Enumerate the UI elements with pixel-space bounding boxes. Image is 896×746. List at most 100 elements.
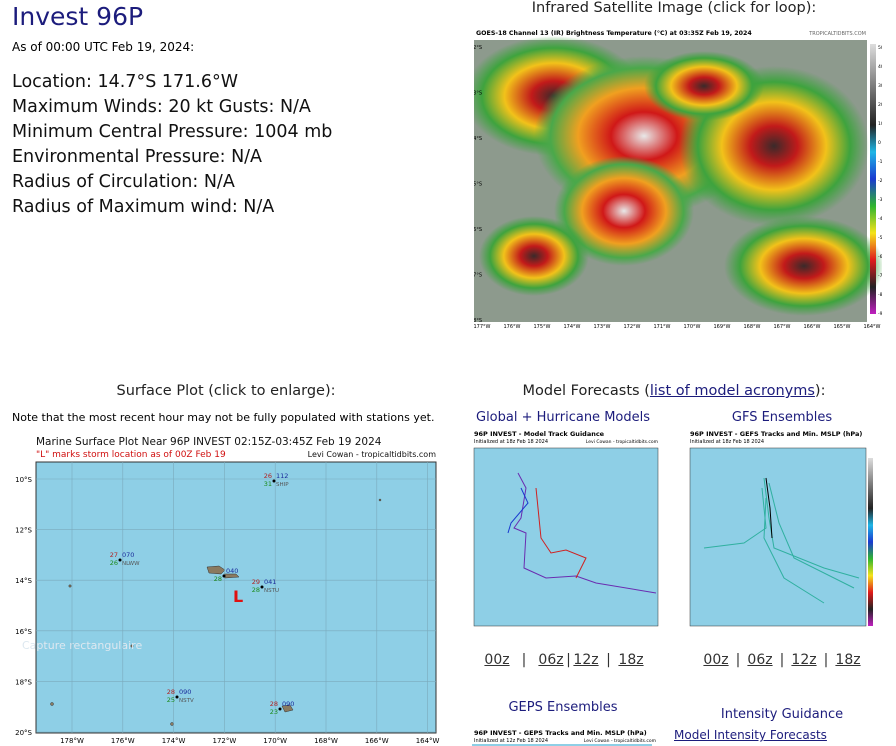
lat-label: 20°S <box>15 729 32 737</box>
surface-plot[interactable]: Marine Surface Plot Near 96P INVEST 02:1… <box>12 434 442 746</box>
geps-thumbnail[interactable]: 96P INVEST - GEPS Tracks and Min. MSLP (… <box>472 727 658 746</box>
satellite-lon-label: 167°W <box>774 324 791 330</box>
global-image-credit: Levi Cowan - tropicaltidbits.com <box>586 439 658 445</box>
colorbar-label: -80 <box>878 292 882 298</box>
gefs-thumbnail[interactable]: 96P INVEST - GEFS Tracks and Min. MSLP (… <box>684 428 882 636</box>
cycle-link[interactable]: 06z <box>538 652 564 668</box>
lon-label: 174°W <box>162 737 186 745</box>
storm-info-line: Environmental Pressure: N/A <box>12 147 263 167</box>
station-id: NSTV <box>179 698 194 704</box>
station-temp: 28 <box>270 700 278 708</box>
colorbar-label: 0 <box>878 140 881 146</box>
colorbar-label: 50 <box>878 45 882 51</box>
lat-label: 12°S <box>15 527 32 535</box>
satellite-credit: TROPICALTIDBITS.COM <box>808 31 866 37</box>
satellite-lon-label: 177°W <box>474 324 491 330</box>
colorbar-label: -50 <box>878 235 882 241</box>
satellite-image[interactable]: GOES-18 Channel 13 (IR) Brightness Tempe… <box>474 26 882 332</box>
lon-label: 178°W <box>60 737 84 745</box>
satellite-lon-label: 170°W <box>684 324 701 330</box>
satellite-lon-label: 172°W <box>624 324 641 330</box>
storm-info-line: Radius of Circulation: N/A <box>12 172 235 192</box>
colorbar-label: 10 <box>878 121 882 127</box>
satellite-image-title: GOES-18 Channel 13 (IR) Brightness Tempe… <box>476 29 752 37</box>
satellite-lat-label: 15°S <box>474 182 482 188</box>
station-id: NSTU <box>264 588 279 594</box>
colorbar-label: 40 <box>878 64 882 70</box>
intensity-link[interactable]: Model Intensity Forecasts <box>674 728 827 742</box>
station-dewpoint: 28 <box>252 586 260 594</box>
satellite-lat-label: 17°S <box>474 273 482 279</box>
cycle-link[interactable]: 18z <box>618 652 644 668</box>
station-pressure: 070 <box>122 551 134 559</box>
satellite-lat-label: 14°S <box>474 136 482 142</box>
geps-image-credit: Levi Cowan - tropicaltidbits.com <box>584 738 656 744</box>
storm-note: "L" marks storm location as of 00Z Feb 1… <box>36 450 226 460</box>
station-pressure: 112 <box>276 472 288 480</box>
station-dot <box>175 695 179 699</box>
colorbar-label: 20 <box>878 102 882 108</box>
station-dot <box>260 585 264 589</box>
lon-label: 168°W <box>314 737 338 745</box>
station-dewpoint: 23 <box>270 708 278 716</box>
cycle-link[interactable]: 18z <box>835 652 861 668</box>
satellite-lat-label: 13°S <box>474 91 482 97</box>
satellite-lon-label: 176°W <box>504 324 521 330</box>
cycle-link[interactable]: 12z <box>573 652 599 668</box>
lat-label: 18°S <box>15 678 32 686</box>
satellite-lon-label: 169°W <box>714 324 731 330</box>
satellite-lon-label: 165°W <box>834 324 851 330</box>
lon-label: 164°W <box>416 737 440 745</box>
cycle-separator: | <box>521 652 527 668</box>
models-heading-suffix: ): <box>814 383 826 399</box>
gefs-image-subtitle: Initialized at 18z Feb 18 2024 <box>690 439 764 445</box>
lat-label: 14°S <box>15 577 32 585</box>
colorbar-label: -30 <box>878 197 882 203</box>
colorbar-label: -70 <box>878 273 882 279</box>
surface-heading: Surface Plot (click to enlarge): <box>116 383 336 399</box>
station-dot <box>278 707 282 711</box>
cycle-separator: | <box>779 652 785 668</box>
lat-label: 16°S <box>15 628 32 636</box>
acronyms-link[interactable]: list of model acronyms <box>649 383 815 399</box>
station-id: NLWW <box>122 561 140 567</box>
surface-plot-title: Marine Surface Plot Near 96P INVEST 02:1… <box>36 436 382 448</box>
satellite-lon-label: 166°W <box>804 324 821 330</box>
storm-info-line: Minimum Central Pressure: 1004 mb <box>12 122 333 142</box>
station-dewpoint: 25 <box>167 696 175 704</box>
satellite-lon-label: 171°W <box>654 324 671 330</box>
station-temp: 29 <box>252 578 260 586</box>
satellite-lon-label: 173°W <box>594 324 611 330</box>
global-image-subtitle: Initialized at 18z Feb 18 2024 <box>474 439 548 445</box>
storm-marker: L <box>233 587 243 606</box>
station-temp: 26 <box>264 472 272 480</box>
global-thumbnail[interactable]: 96P INVEST - Model Track Guidance Initia… <box>466 428 662 636</box>
station-temp: 27 <box>110 551 118 559</box>
station-dewpoint: 28 <box>214 575 222 583</box>
intensity-title: Intensity Guidance <box>720 707 844 722</box>
station-pressure: 040 <box>226 567 238 575</box>
station-pressure: 041 <box>264 578 276 586</box>
cycle-link[interactable]: 06z <box>747 652 773 668</box>
gefs-image-title: 96P INVEST - GEFS Tracks and Min. MSLP (… <box>690 430 862 438</box>
station-dot <box>118 558 122 562</box>
colorbar-label: -90 <box>878 311 882 317</box>
cycle-link[interactable]: 00z <box>703 652 729 668</box>
satellite-lon-label: 174°W <box>564 324 581 330</box>
station-dewpoint: 31 <box>264 480 272 488</box>
lon-label: 172°W <box>213 737 237 745</box>
cycle-separator: | <box>566 652 571 668</box>
lon-label: 176°W <box>111 737 135 745</box>
station-temp: 28 <box>167 688 175 696</box>
lat-label: 10°S <box>15 476 32 484</box>
colorbar-label: -40 <box>878 216 882 222</box>
satellite-lat-label: 12°S <box>474 45 482 51</box>
cycle-link[interactable]: 12z <box>791 652 817 668</box>
storm-info-line: Maximum Winds: 20 kt Gusts: N/A <box>12 97 311 117</box>
geps-image-title: 96P INVEST - GEPS Tracks and Min. MSLP (… <box>474 729 647 737</box>
cycle-link[interactable]: 00z <box>484 652 510 668</box>
satellite-lon-label: 164°W <box>864 324 881 330</box>
station-pressure: 090 <box>282 700 294 708</box>
satellite-lat-label: 18°S <box>474 318 482 324</box>
